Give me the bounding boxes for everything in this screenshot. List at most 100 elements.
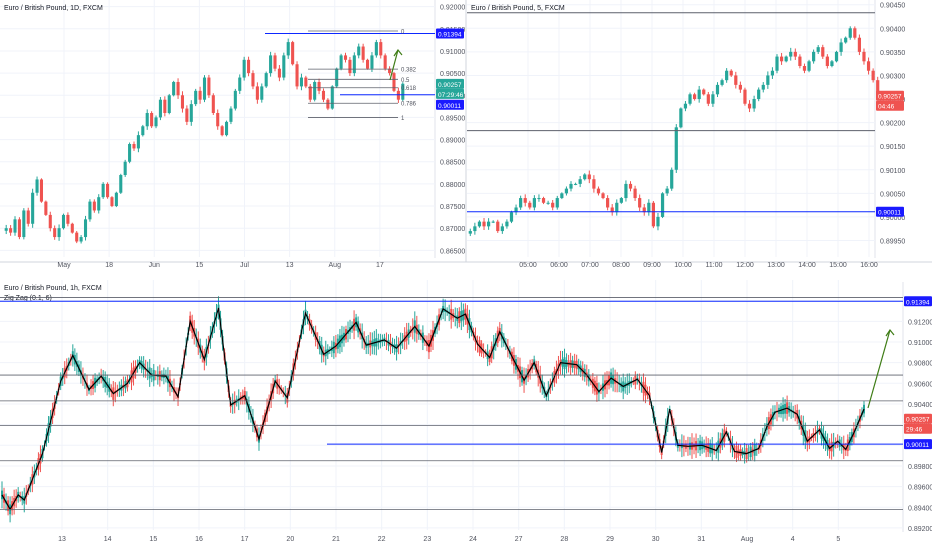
- candle-body: [514, 207, 518, 213]
- candle-body: [348, 59, 352, 74]
- candle-body: [339, 55, 343, 69]
- candle-body: [500, 226, 504, 232]
- candle-body: [66, 214, 70, 224]
- candle-body: [198, 90, 202, 100]
- price-badge-countdown-bg: [904, 423, 932, 434]
- candle-body: [692, 94, 697, 100]
- candle-body: [388, 68, 392, 74]
- fib-level-label: 0.786: [401, 102, 417, 108]
- x-tick-label: 15: [149, 536, 157, 543]
- candle-body: [573, 183, 578, 185]
- price-badge-countdown-bg: [436, 88, 464, 99]
- candle-body: [154, 117, 158, 127]
- candle-body: [101, 183, 105, 198]
- x-tick-label: 5: [836, 536, 840, 543]
- candle-body: [401, 83, 405, 100]
- candle-body: [299, 77, 303, 87]
- x-tick-label: 15:00: [829, 262, 847, 269]
- candle-body: [619, 198, 623, 203]
- price-badge-last: 0.90257: [906, 417, 930, 424]
- y-tick-label: 0.87000: [440, 226, 465, 233]
- candle-body: [264, 73, 268, 87]
- y-tick-label: 0.86500: [440, 248, 465, 255]
- fib-level-label: 0.618: [401, 86, 417, 92]
- x-tick-label: 05:00: [519, 262, 537, 269]
- x-tick-label: 30: [652, 536, 660, 543]
- candle-body: [216, 112, 220, 127]
- candle-body: [106, 183, 110, 198]
- price-badge-low-bg: [876, 206, 904, 217]
- candle-body: [587, 174, 591, 180]
- candle-body: [715, 84, 720, 95]
- candle-body: [486, 221, 491, 227]
- candle-body: [606, 198, 610, 208]
- candle-body: [88, 201, 92, 220]
- candle-body: [482, 221, 486, 227]
- candle-body: [848, 28, 852, 38]
- candle-body: [624, 183, 628, 199]
- candle-body: [532, 198, 536, 208]
- fib-level-label: 0.382: [401, 68, 417, 74]
- candle-body: [132, 144, 136, 149]
- candle-body: [123, 161, 127, 176]
- x-tick-label: 06:00: [550, 262, 568, 269]
- candle-body: [136, 135, 140, 149]
- candle-body: [551, 202, 555, 208]
- candle-body: [697, 89, 701, 100]
- candle-body: [839, 42, 843, 52]
- candle-body: [330, 86, 334, 109]
- candle-body: [729, 70, 733, 76]
- candle-body: [592, 179, 596, 189]
- candle-body: [370, 55, 374, 69]
- x-tick-label: 20: [286, 536, 294, 543]
- candle-body: [145, 112, 149, 127]
- candle-body: [656, 216, 660, 227]
- y-tick-label: 0.91200: [908, 319, 932, 326]
- candle-body: [702, 89, 706, 95]
- y-tick-label: 0.90050: [880, 191, 905, 198]
- candle-body: [862, 51, 866, 62]
- x-tick-label: Aug: [329, 262, 342, 269]
- candle-body: [92, 201, 96, 211]
- candle-body: [807, 61, 811, 71]
- x-tick-label: 14: [104, 536, 112, 543]
- candle-body: [352, 55, 356, 74]
- x-tick-label: 07:00: [581, 262, 599, 269]
- candle-body: [720, 80, 724, 85]
- candle-body: [779, 56, 784, 62]
- candle-body: [683, 103, 688, 109]
- candle-body: [343, 55, 348, 60]
- chart-title: Euro / British Pound, 1h, FXCM: [4, 285, 102, 292]
- candle-body: [304, 77, 308, 87]
- x-tick-label: 14:00: [798, 262, 816, 269]
- candle-body: [114, 192, 118, 207]
- candle-body: [176, 81, 180, 96]
- candle-body: [757, 89, 761, 100]
- candle-body: [812, 51, 816, 62]
- candle-body: [70, 223, 74, 233]
- candle-body: [596, 188, 601, 194]
- y-tick-label: 0.89000: [440, 138, 465, 145]
- zigzag-line: [1, 307, 865, 511]
- fib-level-label: 1: [401, 116, 405, 122]
- candle-body: [670, 169, 674, 189]
- candle-body: [286, 42, 290, 56]
- candle-body: [610, 207, 614, 213]
- x-tick-label: 16:00: [860, 262, 878, 269]
- x-tick-label: 15: [195, 262, 203, 269]
- candle-body: [172, 81, 176, 96]
- candle-body: [519, 198, 523, 208]
- candle-body: [53, 228, 57, 238]
- candle-body: [313, 81, 317, 100]
- y-tick-label: 0.90800: [908, 361, 932, 368]
- candle-body: [220, 126, 224, 136]
- candle-body: [189, 104, 193, 122]
- indicator-label: Zig Zag (0.1, 6): [4, 295, 52, 302]
- x-tick-label: 23: [423, 536, 431, 543]
- candle-body: [725, 70, 729, 81]
- y-tick-label: 0.89200: [908, 526, 932, 533]
- candle-body: [509, 212, 514, 222]
- x-tick-label: 18: [105, 262, 113, 269]
- candle-body: [651, 202, 656, 227]
